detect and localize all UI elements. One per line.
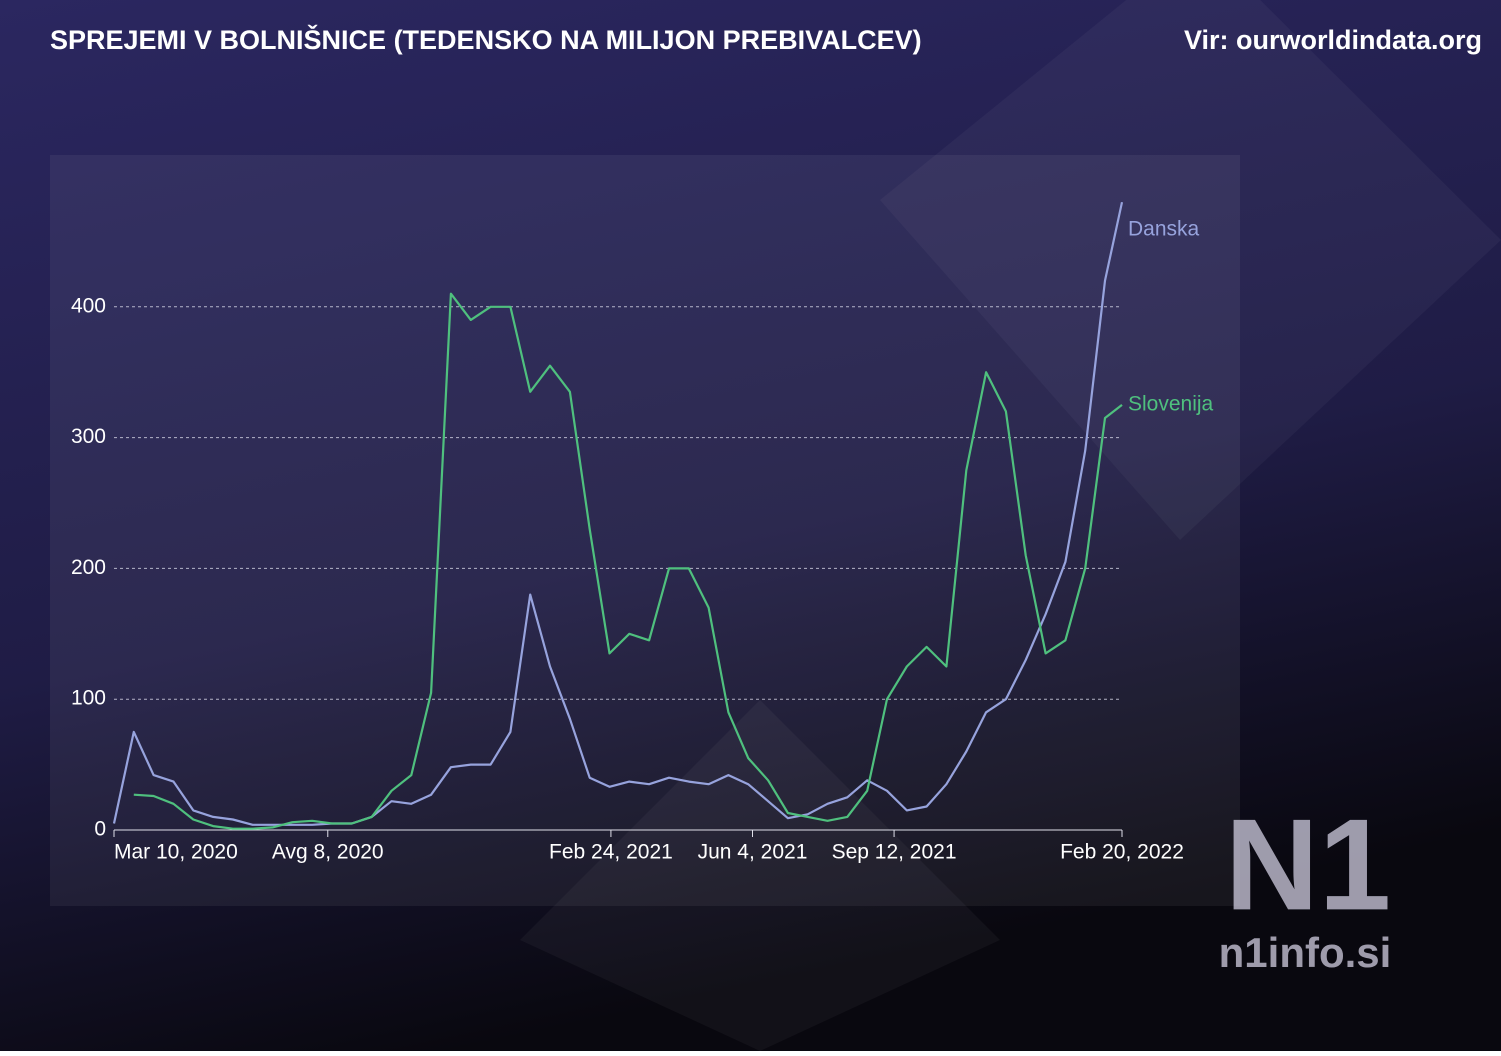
- plot-panel: [50, 155, 1240, 906]
- y-tick-label: 0: [94, 818, 106, 841]
- x-tick-label: Feb 20, 2022: [1060, 841, 1184, 864]
- y-tick-label: 300: [71, 425, 106, 448]
- y-tick-label: 100: [71, 687, 106, 710]
- series-label: Slovenija: [1128, 392, 1214, 415]
- series-label: Danska: [1128, 218, 1200, 241]
- x-tick-label: Avg 8, 2020: [272, 841, 384, 864]
- decoration: [880, 0, 1501, 540]
- logo-site: n1info.si: [1219, 929, 1392, 976]
- x-tick-label: Feb 24, 2021: [549, 841, 673, 864]
- logo-brand: N1: [1225, 791, 1391, 937]
- x-tick-label: Jun 4, 2021: [698, 841, 808, 864]
- y-tick-label: 400: [71, 294, 106, 317]
- source: Vir: ourworldindata.org: [1184, 25, 1482, 55]
- decoration: [520, 700, 1000, 1051]
- x-tick-label: Mar 10, 2020: [114, 841, 238, 864]
- series-line: [133, 292, 1123, 830]
- y-tick-label: 200: [71, 556, 106, 579]
- x-tick-label: Sep 12, 2021: [832, 841, 957, 864]
- chart-title: SPREJEMI V BOLNIŠNICE (TEDENSKO NA MILIJ…: [50, 24, 922, 55]
